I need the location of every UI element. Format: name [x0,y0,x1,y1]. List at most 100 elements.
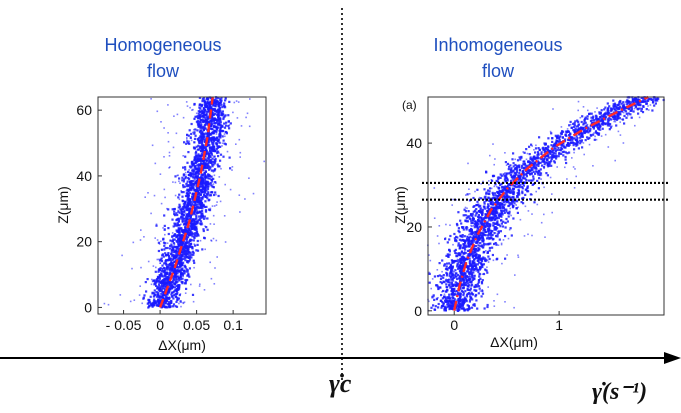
scatter-point [207,141,210,144]
scatter-point [470,219,473,222]
scatter-point [176,222,179,225]
scatter-point [197,163,200,166]
scatter-point [143,294,146,297]
scatter-point [193,222,196,225]
scatter-point [189,173,192,177]
scatter-point [472,210,475,213]
scatter-point [452,280,455,282]
scatter-point [201,137,205,140]
scatter-point [581,146,584,149]
scatter-point [196,203,199,206]
scatter-point [562,130,565,133]
scatter-point [192,239,195,242]
scatter-point [576,119,579,122]
scatter-point [625,116,628,119]
scatter-point [196,148,199,151]
scatter-point [431,278,434,280]
scatter-point [527,179,530,182]
scatter-point [478,285,481,288]
scatter-point [612,99,615,102]
scatter-point [503,175,506,178]
scatter-point [172,271,175,274]
scatter-point [213,162,216,165]
left-x-ticks: - 0.05 0 0.05 0.1 [106,310,243,333]
scatter-point [216,144,219,148]
scatter-point [201,212,204,215]
scatter-point [206,180,209,183]
scatter-point [465,300,468,303]
scatter-point [215,239,218,242]
scatter-point [201,135,204,138]
scatter-point [463,235,466,238]
scatter-point [184,200,187,204]
scatter-point [450,306,453,309]
scatter-point [201,127,204,130]
scatter-point [195,187,199,190]
scatter-point [603,108,606,111]
scatter-point [441,304,445,307]
scatter-point [487,196,490,199]
scatter-point [168,274,171,277]
scatter-point [463,296,466,299]
scatter-point [210,240,213,242]
scatter-point [585,130,588,133]
scatter-point [512,198,515,201]
scatter-point [452,279,454,281]
scatter-point [586,128,589,131]
scatter-point [531,160,534,163]
scatter-point [203,159,205,162]
scatter-point [500,219,503,222]
scatter-point [431,296,434,299]
scatter-point [441,270,443,273]
scatter-point [512,179,515,182]
scatter-point [188,245,191,248]
scatter-point [214,105,217,108]
scatter-point [159,258,162,261]
scatter-point [209,151,213,154]
scatter-point [558,152,561,156]
scatter-point [472,231,475,234]
scatter-point [204,174,207,177]
scatter-point [199,127,202,130]
scatter-point [478,248,481,251]
scatter-point [209,150,213,153]
scatter-point [473,226,476,229]
scatter-point [612,103,615,106]
scatter-point [517,254,519,257]
scatter-point [468,217,471,220]
scatter-point [485,223,488,226]
scatter-point [444,279,448,282]
scatter-point [474,244,477,248]
scatter-point [174,250,177,253]
scatter-point [191,225,194,228]
scatter-point [490,187,493,190]
scatter-point [155,281,158,284]
scatter-point [211,128,214,131]
scatter-point [184,212,187,214]
scatter-point [193,219,196,222]
scatter-point [583,117,587,120]
scatter-point [172,181,174,183]
scatter-point [528,161,532,164]
scatter-point [189,166,192,169]
y-tick-label: 60 [76,102,92,118]
scatter-point [497,213,500,216]
scatter-point [449,271,452,274]
scatter-point [204,158,207,161]
scatter-point [158,243,161,245]
scatter-point [448,238,451,241]
scatter-point [507,237,510,240]
scatter-point [207,185,209,188]
scatter-point [563,146,566,149]
scatter-point [522,172,525,175]
scatter-point [631,99,634,103]
scatter-point [491,246,494,249]
scatter-point [509,179,513,182]
scatter-point [228,100,231,103]
scatter-point [446,300,449,304]
scatter-point [186,140,189,143]
scatter-point [180,216,183,219]
scatter-point [522,177,526,180]
scatter-point [129,300,132,303]
scatter-point [204,117,207,120]
